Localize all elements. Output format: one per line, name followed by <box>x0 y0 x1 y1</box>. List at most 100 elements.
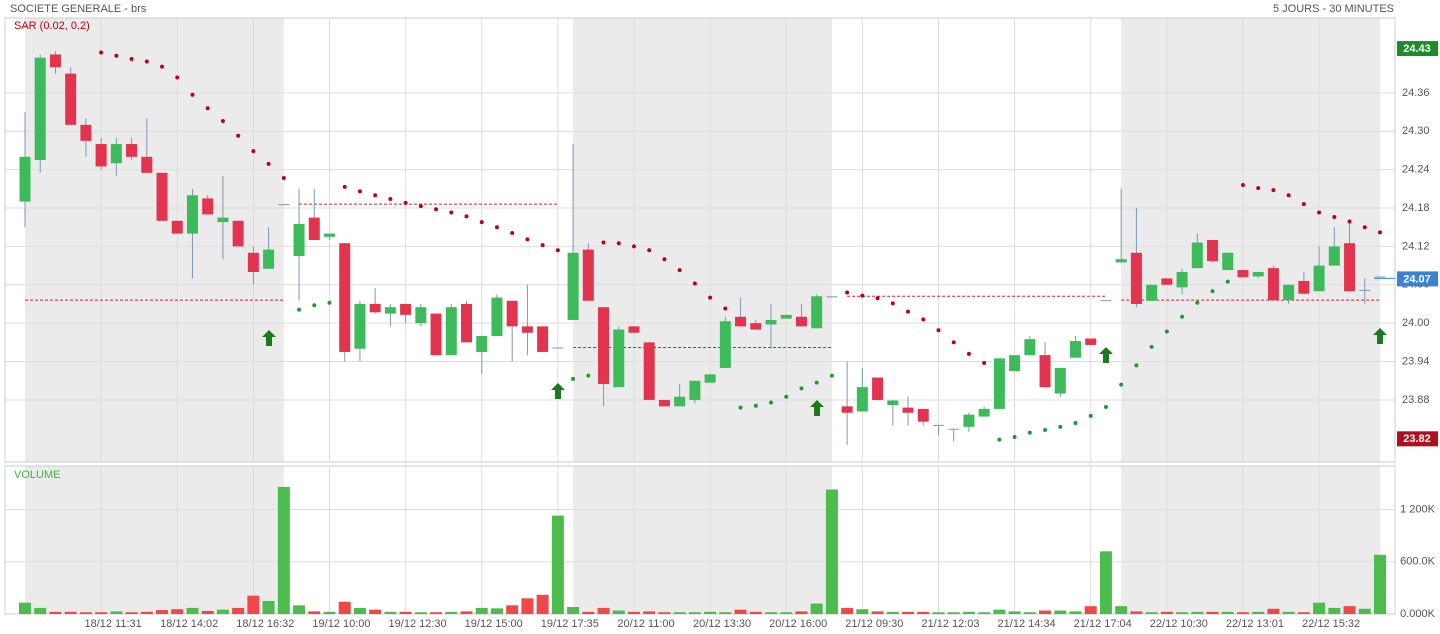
volume-bar <box>1236 612 1249 614</box>
y-tick-label: 24.00 <box>1402 317 1430 329</box>
volume-label: VOLUME <box>14 469 60 481</box>
candle-body <box>1176 271 1188 288</box>
candle-body <box>1161 278 1173 285</box>
day-shade <box>573 466 832 614</box>
price-panel <box>4 17 1396 463</box>
sar-dot <box>799 386 804 391</box>
sar-dot <box>616 241 621 246</box>
x-tick-label: 20/12 16:00 <box>769 618 827 630</box>
candle-body <box>369 303 381 313</box>
price-badge-label: 23.82 <box>1403 433 1431 445</box>
volume-bar <box>247 595 260 614</box>
sar-dot <box>479 220 484 225</box>
volume-bar <box>475 607 488 614</box>
volume-bar <box>780 612 793 614</box>
volume-bar <box>1145 612 1158 614</box>
candle-body <box>1298 280 1310 294</box>
buy-arrow <box>1099 347 1113 363</box>
sar-dot <box>1073 420 1078 425</box>
sar-dot <box>220 119 225 124</box>
sar-dot <box>312 303 317 308</box>
volume-bar <box>506 605 519 614</box>
candle-body <box>354 303 366 349</box>
sar-dot <box>601 240 606 245</box>
indicator-label: SAR (0.02, 0.2) <box>14 20 90 32</box>
buy-arrow <box>551 383 565 399</box>
volume-bar <box>856 609 869 614</box>
volume-bar <box>1252 611 1265 614</box>
candle-body <box>65 73 77 125</box>
candle-body <box>1283 284 1295 301</box>
sar-dot <box>1225 279 1230 284</box>
candle-body <box>826 296 838 298</box>
volume-bar <box>551 515 564 614</box>
candle-body <box>948 428 960 430</box>
candle-body <box>1085 338 1097 345</box>
volume-bar <box>1343 606 1356 614</box>
volume-bar <box>1115 606 1128 614</box>
candle-body <box>765 319 777 325</box>
sar-dot <box>1027 430 1032 435</box>
candle-body <box>978 408 990 417</box>
candle-body <box>780 314 792 319</box>
candle-body <box>384 307 396 314</box>
candle-body <box>80 124 92 141</box>
sar-dot <box>708 295 713 300</box>
sar-dot <box>205 106 210 111</box>
x-tick-label: 22/12 15:32 <box>1302 618 1360 630</box>
volume-bar <box>1023 612 1036 614</box>
buy-arrow <box>1373 328 1387 344</box>
candle-body <box>1146 284 1158 301</box>
candle-body <box>811 296 823 329</box>
sar-dot <box>769 400 774 405</box>
volume-bar <box>795 611 808 614</box>
volume-bar <box>749 611 762 614</box>
candle-body <box>552 347 564 349</box>
candle-body <box>750 323 762 330</box>
volume-bar <box>612 610 625 614</box>
candle-body <box>171 220 183 234</box>
background <box>5 18 1395 615</box>
volume-bar <box>658 612 671 614</box>
volume-bar <box>688 612 701 614</box>
volume-bar <box>19 602 31 614</box>
sar-dot <box>571 376 576 381</box>
candle-body <box>110 144 122 164</box>
volume-bar <box>1099 551 1112 614</box>
day-shade <box>25 18 284 462</box>
sar-dot <box>723 306 728 311</box>
candle-body <box>735 316 747 327</box>
candle-body <box>1222 252 1234 271</box>
candle-body <box>1313 265 1325 292</box>
sar-dot <box>1332 214 1337 219</box>
chart-subtitle: 5 JOURS - 30 MINUTES <box>1273 3 1394 15</box>
candle-body <box>1328 246 1340 266</box>
candle-body <box>1070 341 1082 358</box>
candle-body <box>613 329 625 388</box>
volume-bar <box>521 598 534 614</box>
x-tick-label: 19/12 15:00 <box>465 618 523 630</box>
sar-dot <box>1286 193 1291 198</box>
y2-tick-label: 1 200K <box>1400 503 1436 515</box>
volume-bar <box>216 609 229 614</box>
candle-body <box>1237 270 1249 278</box>
sar-dot <box>99 50 104 55</box>
candle-body <box>1191 242 1203 269</box>
candle-body <box>1054 367 1066 394</box>
y2-tick-label: 600.0K <box>1400 556 1436 568</box>
candle-body <box>1039 355 1051 388</box>
sar-dot <box>510 230 515 235</box>
candle-body <box>1100 300 1112 302</box>
candle-body <box>689 380 701 400</box>
sar-dot <box>403 200 408 205</box>
volume-bar <box>399 611 412 614</box>
sar-dot <box>129 56 134 61</box>
sar-dot <box>1043 428 1048 433</box>
volume-bar <box>125 612 138 614</box>
sar-dot <box>1195 300 1200 305</box>
sar-dot <box>738 405 743 410</box>
volume-bar <box>1130 611 1143 614</box>
x-tick-label: 18/12 14:02 <box>160 618 218 630</box>
sar-dot <box>1347 219 1352 224</box>
candle-body <box>49 54 61 68</box>
